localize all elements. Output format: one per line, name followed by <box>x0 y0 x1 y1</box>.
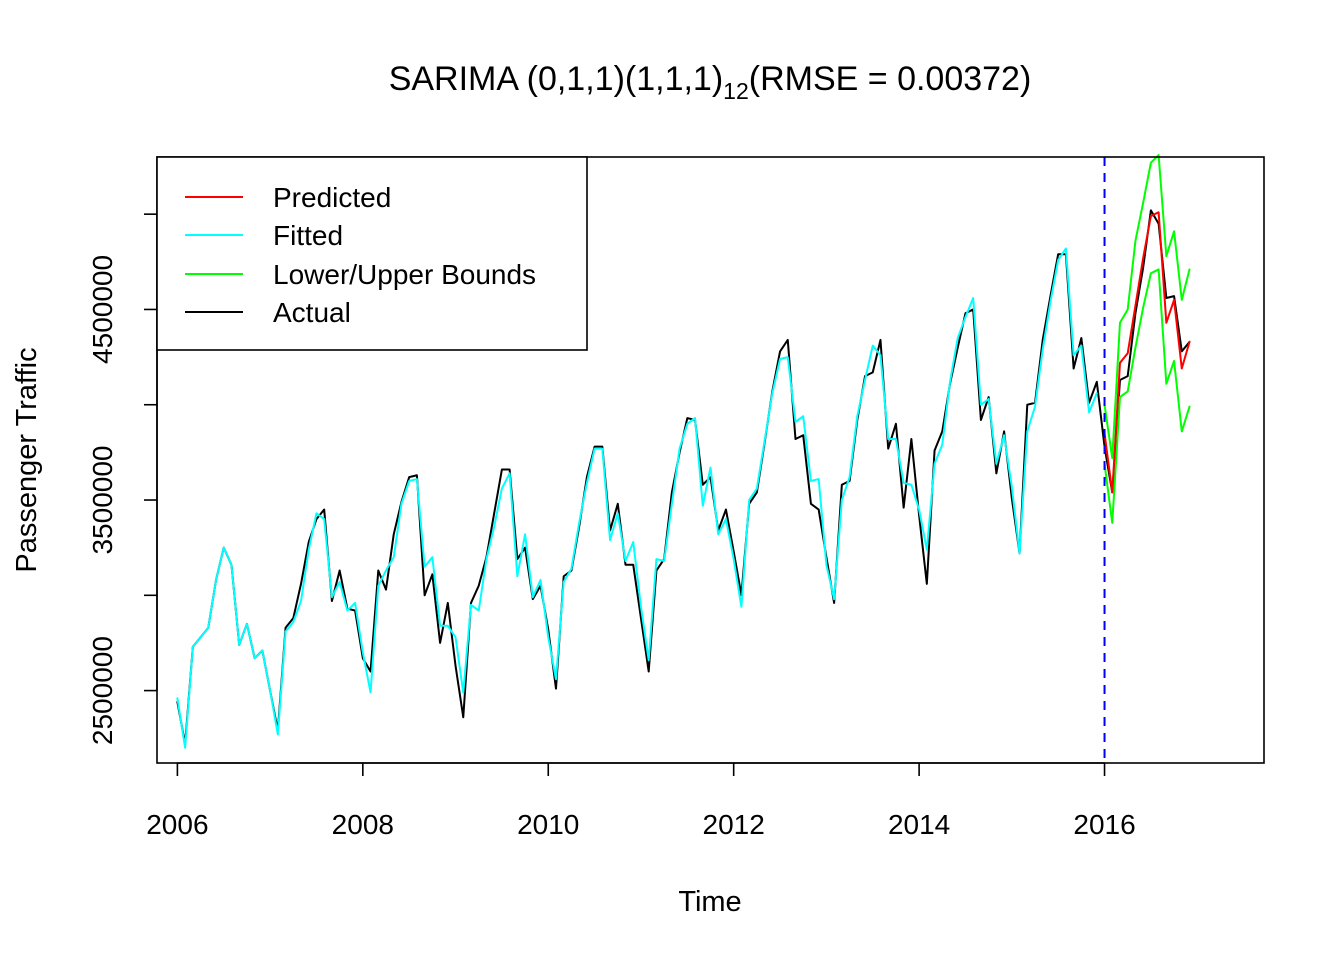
x-tick-label: 2012 <box>703 809 765 840</box>
y-tick-label: 2500000 <box>87 636 118 745</box>
legend-label: Predicted <box>273 182 391 213</box>
legend-label: Actual <box>273 297 351 328</box>
chart-title-subscript: 12 <box>723 78 749 104</box>
legend: Predicted Fitted Lower/Upper Bounds Actual <box>156 156 588 351</box>
x-tick-label: 2016 <box>1073 809 1135 840</box>
x-tick-label: 2006 <box>146 809 208 840</box>
x-tick-label: 2014 <box>888 809 950 840</box>
series-upper-bound-line <box>1103 154 1191 460</box>
y-axis: 2500000 3500000 4500000 <box>87 213 158 745</box>
legend-box <box>156 156 588 351</box>
x-tick-label: 2008 <box>332 809 394 840</box>
series-predicted-line <box>1103 211 1191 494</box>
y-tick-label: 4500000 <box>87 255 118 364</box>
x-tick-label: 2010 <box>517 809 579 840</box>
series-fitted-line <box>176 247 1098 749</box>
y-axis-title: Passenger Traffic <box>11 347 43 572</box>
legend-label: Lower/Upper Bounds <box>273 259 536 290</box>
x-axis-title: Time <box>678 886 741 918</box>
chart-title: SARIMA (0,1,1)(1,1,1)12(RMSE = 0.00372) <box>389 60 1032 104</box>
chart-title-main: SARIMA (0,1,1)(1,1,1) <box>389 60 723 98</box>
legend-label: Fitted <box>273 220 343 251</box>
y-tick-label: 3500000 <box>87 446 118 555</box>
x-axis: 2006 2008 2010 2012 2014 2016 <box>146 762 1136 840</box>
series-lower-bound-line <box>1103 268 1191 524</box>
plot-content <box>176 154 1191 763</box>
chart-title-suffix: (RMSE = 0.00372) <box>749 60 1032 98</box>
